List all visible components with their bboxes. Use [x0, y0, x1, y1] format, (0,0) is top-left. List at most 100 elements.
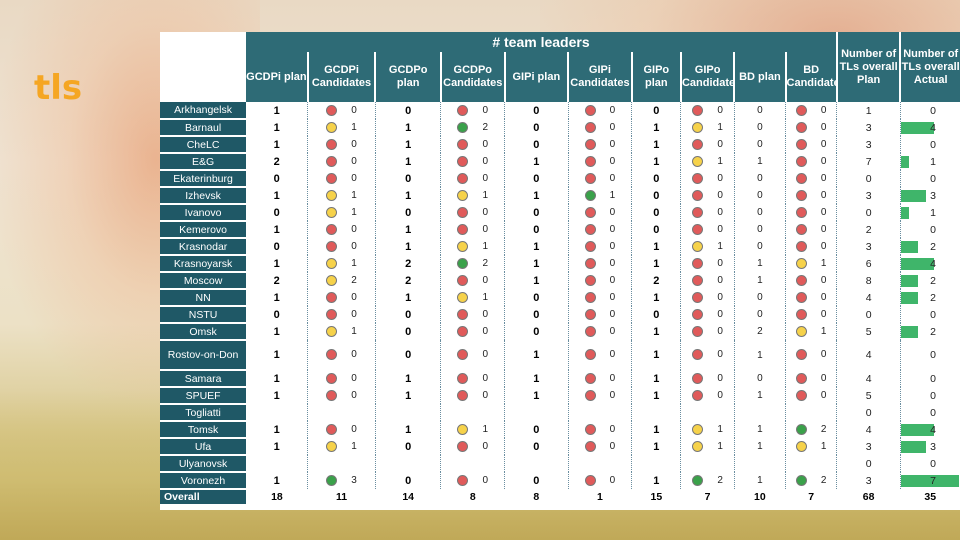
- gcdpi-plan-cell: 1: [246, 472, 309, 489]
- gipi-candidates-cell: [568, 404, 633, 421]
- city-label: Moscow: [160, 272, 247, 290]
- total-plan-cell: 3: [836, 136, 901, 153]
- gipi-candidates-cell: 0: [568, 119, 633, 136]
- bd-plan-cell: 1: [734, 438, 787, 455]
- bd-plan-cell: 0: [734, 102, 787, 119]
- gcdpi-candidates-value: 0: [351, 424, 357, 436]
- table-row: Moscow 2 2 2 0 1 0 2 0 1 0 8 2: [160, 272, 960, 290]
- green-status-dot-icon: [584, 189, 596, 201]
- gipi-candidates-cell: 0: [568, 289, 633, 306]
- yellow-status-dot-icon: [692, 440, 704, 452]
- gipi-candidates-cell: 0: [568, 272, 633, 289]
- gipo-candidates-cell: 0: [680, 221, 735, 238]
- gipi-plan-cell: 1: [504, 272, 569, 289]
- table-row: Rostov-on-Don 1 0 0 0 1 0 1 0 1 0 4 0: [160, 340, 960, 371]
- city-label: Krasnoyarsk: [160, 255, 247, 273]
- red-status-dot-icon: [795, 372, 807, 384]
- red-status-dot-icon: [457, 325, 469, 337]
- gcdpo-plan-cell: 1: [375, 221, 442, 238]
- bd-plan-cell: 0: [734, 170, 787, 187]
- gipo-plan-cell: 1: [631, 153, 682, 170]
- red-status-dot-icon: [584, 172, 596, 184]
- table-row: Ulyanovsk 0 0: [160, 455, 960, 473]
- gipo-candidates-value: 0: [717, 258, 723, 270]
- table-row: Samara 1 0 1 0 1 0 1 0 0 0 4 0: [160, 370, 960, 388]
- total-plan-cell: 5: [836, 323, 901, 340]
- gcdpo-candidates-cell: 1: [440, 421, 506, 438]
- gipo-plan-cell: 1: [631, 136, 682, 153]
- yellow-status-dot-icon: [326, 189, 338, 201]
- gcdpi-candidates-cell: 0: [307, 387, 376, 404]
- total-actual-cell: 2: [900, 272, 960, 289]
- red-status-dot-icon: [457, 206, 469, 218]
- gipo-plan-cell: 1: [631, 255, 682, 272]
- gipo-candidates-value: 0: [717, 207, 723, 219]
- gcdpo-candidates-cell: 0: [440, 204, 506, 221]
- bd-candidates-cell: 0: [785, 340, 838, 370]
- gipo-candidates-cell: 0: [680, 387, 735, 404]
- total-plan-cell: 0: [836, 404, 901, 421]
- bd-plan-cell: 1: [734, 472, 787, 489]
- red-status-dot-icon: [457, 172, 469, 184]
- total-actual-cell: 0: [900, 306, 960, 323]
- bd-plan-cell: 0: [734, 119, 787, 136]
- bd-candidates-cell: [785, 404, 838, 421]
- gipo-plan-cell: 0: [631, 170, 682, 187]
- red-status-dot-icon: [584, 440, 596, 452]
- gipi-plan-cell: 1: [504, 340, 569, 370]
- col-header-gipi-plan: GIPi plan: [504, 52, 570, 102]
- red-status-dot-icon: [457, 223, 469, 235]
- bd-plan-cell: 1: [734, 340, 787, 370]
- gcdpi-candidates-value: 1: [351, 207, 357, 219]
- col-header-gipo-candidates: GIPo Candidates: [680, 52, 736, 102]
- red-status-dot-icon: [326, 291, 338, 303]
- total-actual-cell: 3: [900, 187, 960, 204]
- red-status-dot-icon: [692, 389, 704, 401]
- total-plan-cell: 1: [836, 102, 901, 119]
- actual-value: 2: [930, 291, 936, 304]
- gipi-candidates-cell: 0: [568, 421, 633, 438]
- gipi-candidates-cell: [568, 455, 633, 472]
- overall-bd-candidates: 7: [785, 489, 837, 505]
- gcdpo-candidates-value: 0: [482, 207, 489, 219]
- gipi-candidates-value: 0: [609, 373, 616, 385]
- table-row: Ekaterinburg 0 0 0 0 0 0 0 0 0 0 0 0: [160, 170, 960, 188]
- overall-gipi-candidates: 1: [568, 489, 632, 505]
- red-status-dot-icon: [584, 206, 596, 218]
- green-status-dot-icon: [457, 257, 469, 269]
- gcdpi-plan-cell: 0: [246, 204, 309, 221]
- gcdpi-plan-cell: 0: [246, 238, 309, 255]
- actual-value: 4: [930, 121, 936, 134]
- overall-gipi-plan: 8: [504, 489, 569, 505]
- bd-candidates-cell: 2: [785, 421, 838, 438]
- gcdpo-candidates-value: 0: [482, 309, 489, 321]
- gipi-candidates-cell: 0: [568, 102, 633, 119]
- table-row: Kemerovo 1 0 1 0 0 0 0 0 0 0 2 0: [160, 221, 960, 239]
- gcdpi-plan-cell: 1: [246, 421, 309, 438]
- gcdpo-candidates-cell: 0: [440, 170, 506, 187]
- gcdpo-candidates-cell: 0: [440, 136, 506, 153]
- red-status-dot-icon: [326, 389, 338, 401]
- gcdpo-plan-cell: 1: [375, 153, 442, 170]
- actual-data-bar: [900, 258, 934, 270]
- gcdpi-plan-cell: 1: [246, 187, 309, 204]
- gipi-candidates-value: 0: [609, 241, 616, 253]
- gipo-plan-cell: 1: [631, 289, 682, 306]
- gcdpo-candidates-value: 0: [482, 441, 489, 453]
- total-plan-cell: 3: [836, 472, 901, 489]
- bd-candidates-value: 0: [820, 349, 827, 361]
- gcdpo-candidates-cell: 1: [440, 238, 506, 255]
- red-status-dot-icon: [692, 308, 704, 320]
- gipo-plan-cell: 1: [631, 323, 682, 340]
- actual-data-bar: [900, 292, 918, 304]
- gipi-plan-cell: 0: [504, 323, 569, 340]
- gipo-candidates-cell: 0: [680, 306, 735, 323]
- gcdpi-plan-cell: [246, 404, 309, 421]
- bd-candidates-value: 0: [820, 390, 827, 402]
- gcdpi-candidates-cell: 0: [307, 136, 376, 153]
- col-header-bd-candidates: BD Candidates: [785, 52, 838, 102]
- total-actual-cell: 2: [900, 238, 960, 255]
- red-status-dot-icon: [692, 206, 704, 218]
- total-plan-cell: 3: [836, 119, 901, 136]
- green-status-dot-icon: [795, 423, 807, 435]
